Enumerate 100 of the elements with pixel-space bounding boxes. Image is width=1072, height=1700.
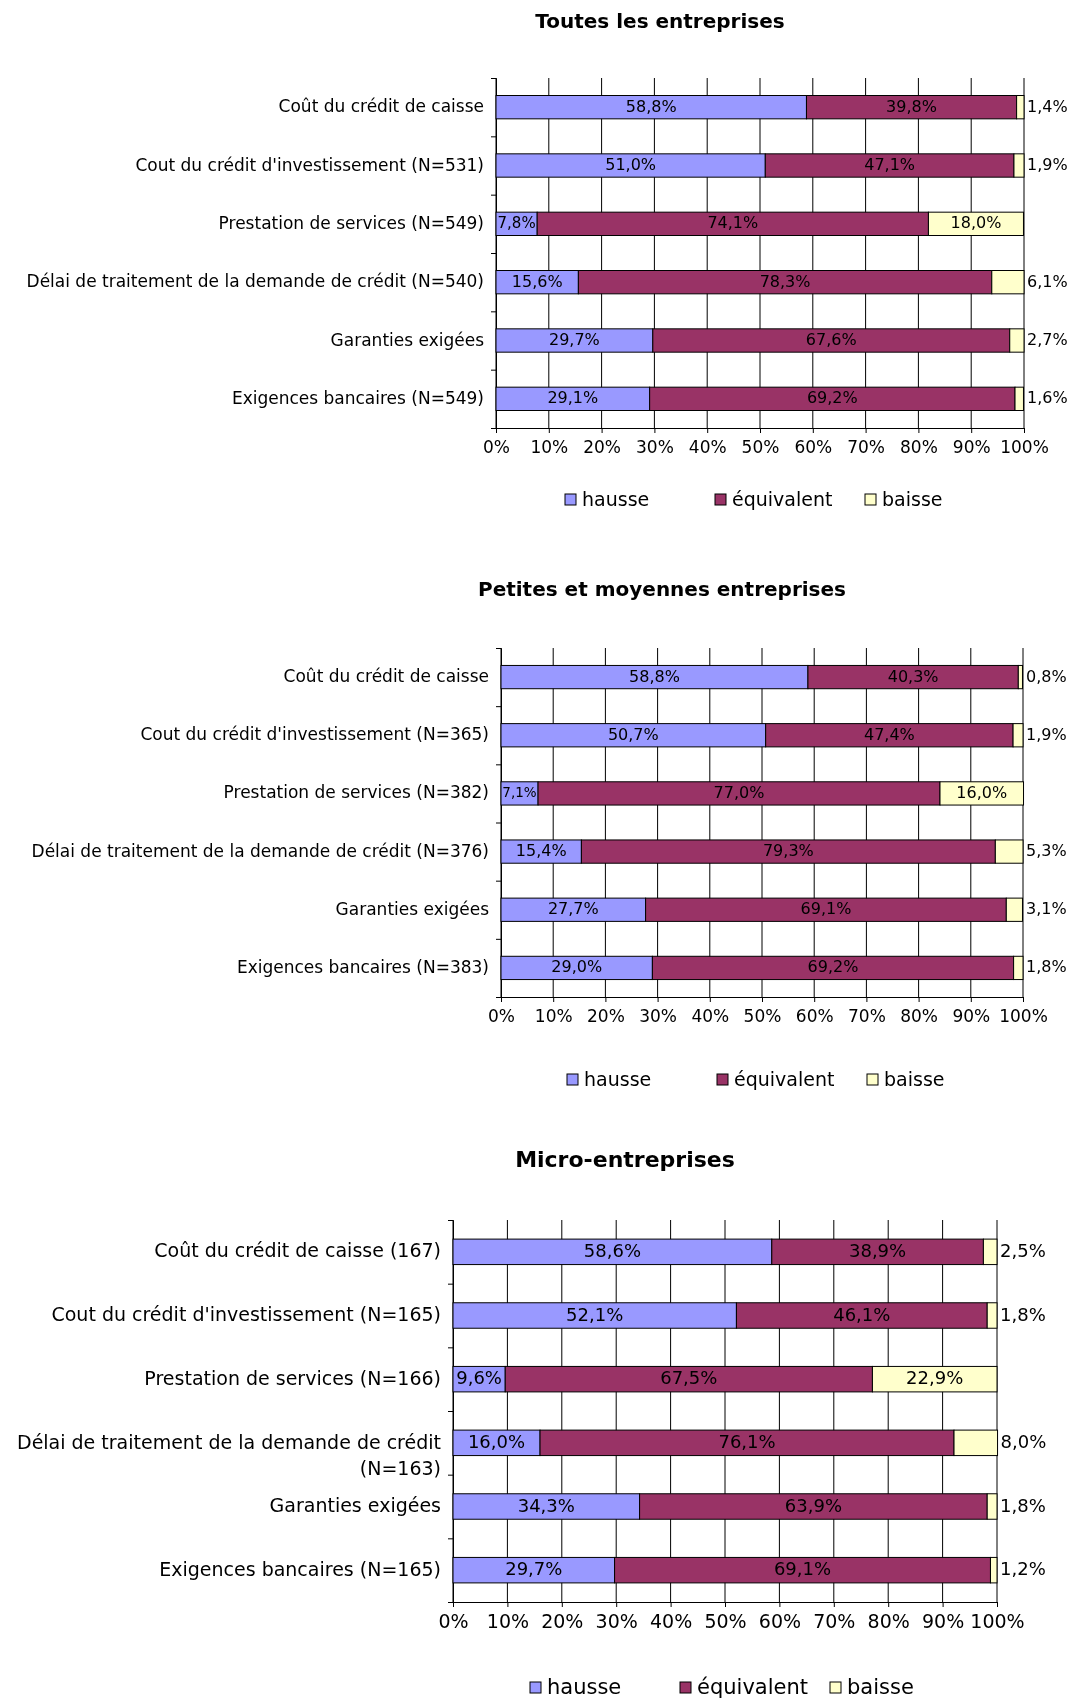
x-tick-label: 20% (587, 1006, 625, 1027)
y-tick-label: Cout du crédit d'investissement (N=365) (140, 724, 489, 745)
data-label: 1,8% (1000, 1494, 1046, 1516)
data-label: 27,7% (547, 899, 599, 919)
y-tick-label: Coût du crédit de caisse (283, 666, 489, 687)
data-label: 29,7% (505, 1558, 563, 1580)
x-tick-label: 50% (704, 1610, 747, 1633)
y-tick-label: Coût du crédit de caisse (278, 96, 484, 117)
data-label: 1,8% (1000, 1303, 1046, 1325)
y-tick-label: Délai de traitement de la demande de crédit (N=540) (26, 271, 484, 292)
x-tick-label: 100% (970, 1610, 1025, 1633)
data-label: 0,8% (1026, 666, 1067, 686)
data-label: 69,2% (807, 957, 859, 977)
data-label: 1,6% (1027, 388, 1068, 408)
data-label: 74,1% (707, 213, 759, 233)
data-label: 79,3% (762, 841, 814, 861)
data-label: 29,0% (551, 957, 603, 977)
data-label: 16,0% (956, 782, 1008, 802)
legend-label: hausse (547, 1675, 622, 1699)
x-tick-label: 60% (795, 1006, 834, 1027)
data-label: 8,0% (1000, 1430, 1047, 1452)
legend-label: équivalent (734, 1067, 835, 1090)
x-tick-label: 100% (999, 1006, 1048, 1027)
data-label: 51,0% (605, 155, 657, 174)
y-tick-label: Cout du crédit d'investissement (N=531) (135, 154, 484, 175)
x-tick-label: 80% (900, 437, 938, 458)
data-label: 34,3% (517, 1494, 575, 1516)
data-label: 38,9% (849, 1239, 907, 1261)
x-tick-label: 70% (847, 437, 885, 458)
data-label: 52,1% (566, 1303, 624, 1325)
y-tick-label: Coût du crédit de caisse (167) (154, 1239, 441, 1262)
x-tick-label: 70% (813, 1610, 856, 1633)
data-label: 22,9% (906, 1367, 964, 1389)
data-label: 9,6% (456, 1367, 502, 1389)
x-tick-label: 40% (649, 1610, 693, 1633)
x-tick-label: 60% (758, 1610, 802, 1633)
x-tick-label: 0% (483, 437, 510, 458)
y-tick-label: Garanties exigées (269, 1494, 441, 1516)
y-tick-label: Exigences bancaires (N=165) (159, 1557, 441, 1580)
data-label: 2,5% (1000, 1239, 1046, 1261)
data-label: 7,8% (497, 214, 536, 233)
data-label: 77,0% (713, 782, 765, 802)
data-label: 18,0% (950, 213, 1002, 233)
legend-label: équivalent (732, 487, 833, 510)
data-label: 2,7% (1027, 330, 1068, 349)
data-label: 15,6% (511, 271, 563, 291)
y-tick-label: Exigences bancaires (N=549) (231, 387, 484, 408)
x-tick-label: 60% (794, 437, 833, 458)
x-tick-label: 50% (741, 437, 780, 458)
x-tick-label: 10% (534, 1006, 573, 1027)
data-label: 50,7% (607, 724, 659, 744)
x-tick-label: 100% (1000, 437, 1049, 458)
y-tick-label: Délai de traitement de la demande de crédit (N=163) (17, 1430, 441, 1479)
chart-title: Petites et moyennes entreprises (477, 576, 847, 601)
data-label: 40,3% (887, 666, 939, 686)
data-label: 5,3% (1026, 841, 1067, 861)
y-tick-label: Prestation de services (N=549) (218, 212, 484, 233)
data-label: 69,1% (773, 1558, 832, 1580)
chart-title: Micro-entreprises (515, 1147, 735, 1172)
data-label: 58,8% (625, 96, 677, 116)
legend-label: baisse (882, 487, 943, 510)
data-label: 15,4% (515, 841, 567, 861)
data-label: 1,9% (1026, 724, 1067, 744)
legend-label: équivalent (697, 1675, 808, 1699)
data-label: 1,2% (1000, 1558, 1046, 1580)
data-label: 29,7% (548, 330, 600, 349)
data-label: 46,1% (833, 1303, 891, 1325)
y-tick-label: Prestation de services (N=166) (144, 1366, 441, 1389)
data-label: 69,2% (806, 388, 858, 408)
data-label: 1,8% (1026, 957, 1067, 977)
y-tick-label: Garanties exigées (330, 329, 485, 350)
x-tick-label: 20% (583, 437, 621, 458)
x-tick-label: 0% (488, 1006, 515, 1027)
data-label: 47,1% (864, 155, 916, 174)
data-label: 47,4% (863, 724, 915, 744)
legend-label: hausse (584, 1067, 652, 1090)
x-tick-label: 80% (900, 1006, 938, 1027)
data-label: 76,1% (718, 1430, 776, 1452)
data-label: 16,0% (467, 1430, 526, 1452)
x-tick-label: 90% (952, 1006, 991, 1027)
y-tick-label: Prestation de services (N=382) (223, 782, 489, 803)
x-tick-label: 40% (688, 437, 727, 458)
data-label: 29,1% (547, 388, 599, 408)
legend-label: hausse (582, 487, 650, 510)
y-tick-label: Cout du crédit d'investissement (N=165) (51, 1303, 441, 1325)
legend-label: baisse (884, 1067, 945, 1090)
data-label: 7,1% (502, 784, 537, 801)
data-label: 67,6% (805, 330, 857, 349)
data-label: 58,8% (629, 666, 680, 686)
y-tick-label: Délai de traitement de la demande de crédit (N=376) (31, 840, 489, 861)
data-label: 63,9% (784, 1494, 842, 1516)
x-tick-label: 90% (952, 437, 991, 458)
y-tick-label: Exigences bancaires (N=383) (236, 956, 489, 977)
y-tick-label: Garanties exigées (335, 898, 490, 919)
chart-title: Toutes les entreprises (535, 8, 785, 33)
x-tick-label: 40% (691, 1006, 730, 1027)
data-label: 1,4% (1027, 96, 1068, 116)
legend-label: baisse (847, 1675, 914, 1699)
data-label: 3,1% (1026, 899, 1067, 919)
data-label: 67,5% (660, 1367, 718, 1389)
